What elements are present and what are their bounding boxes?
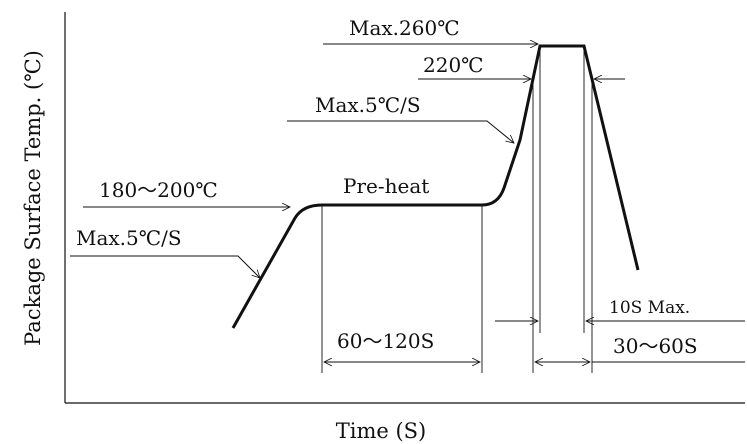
x-axis-label: Time (S) — [336, 419, 427, 443]
reflow-temp-label: 220℃ — [423, 53, 484, 77]
preheat-label: Pre-heat — [343, 174, 429, 198]
peak-time-label: 10S Max. — [609, 298, 690, 318]
peak-max-label: Max.260℃ — [349, 16, 460, 40]
y-axis-label: Package Surface Temp. (℃) — [21, 50, 45, 346]
preheat-time-label: 60～120S — [337, 329, 434, 353]
ramp-up-preheat-leader — [70, 255, 260, 278]
ramp-up-preheat-label: Max.5℃/S — [76, 226, 182, 250]
reflow-time-label: 30～60S — [613, 334, 698, 358]
ramp-up-reflow-leader — [287, 120, 514, 143]
ramp-up-reflow-label: Max.5℃/S — [315, 93, 421, 117]
temperature-profile-curve — [231, 44, 640, 329]
preheat-range-label: 180～200℃ — [99, 178, 218, 202]
